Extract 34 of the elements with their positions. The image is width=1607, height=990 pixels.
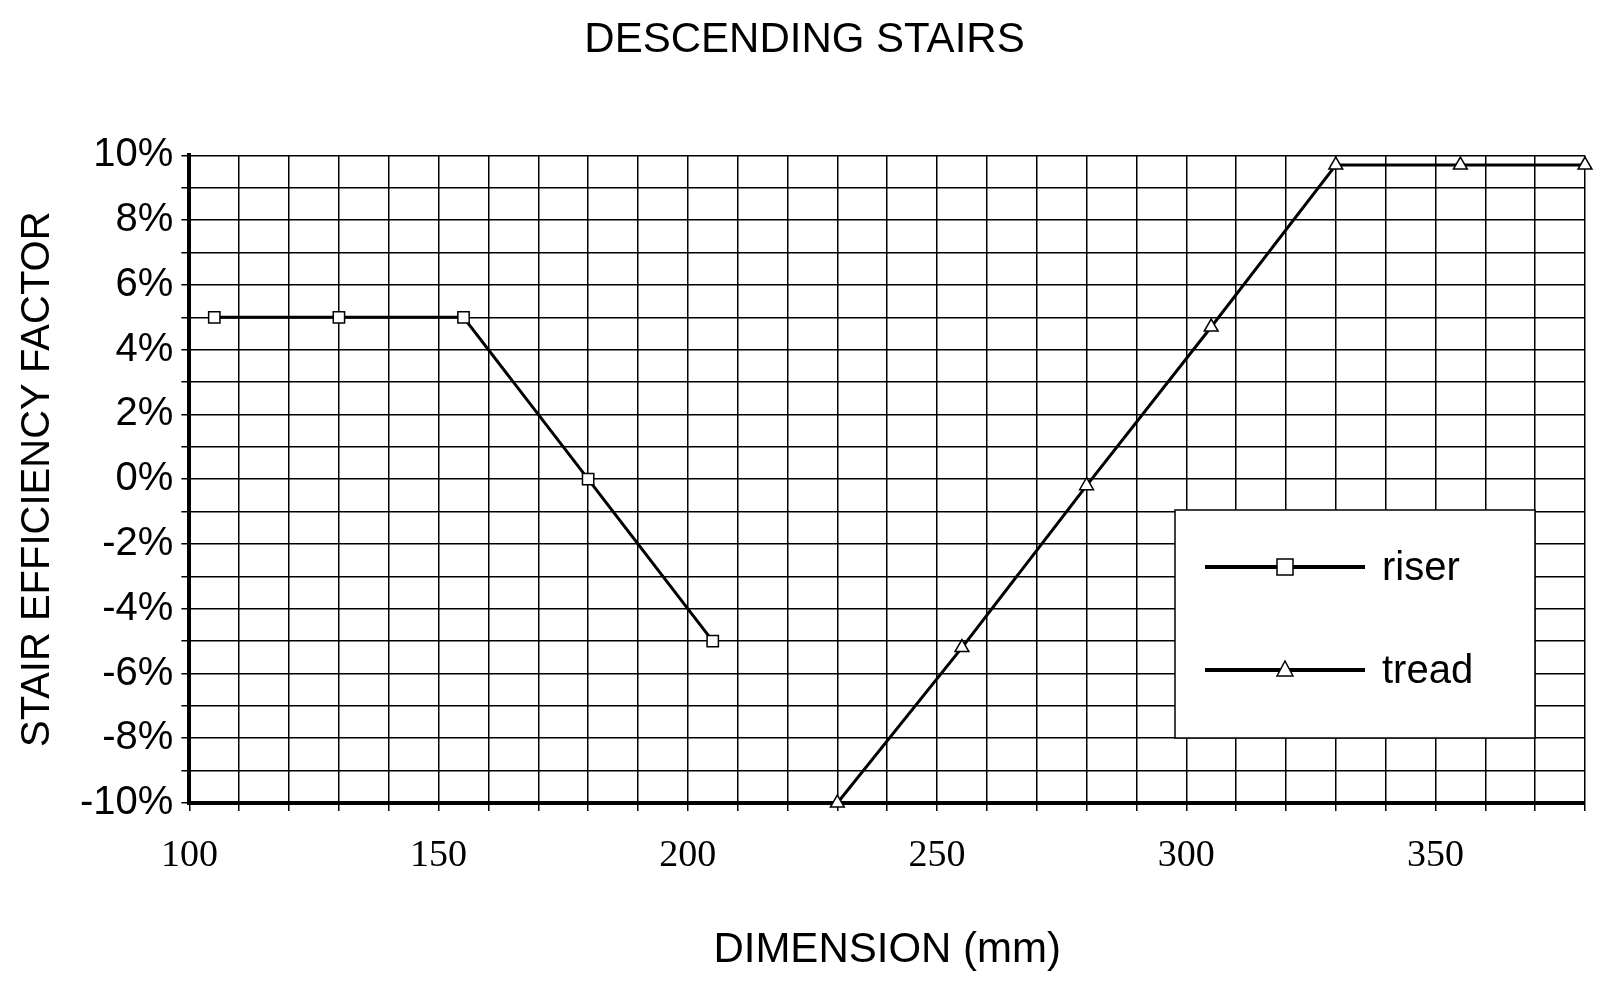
x-tick-label: 250	[908, 831, 966, 874]
y-tick-label: -8%	[102, 713, 174, 758]
point	[829, 794, 846, 808]
x-tick-label: 100	[160, 831, 218, 874]
x-axis-title: DIMENSION (mm)	[713, 924, 1062, 972]
point	[1078, 476, 1095, 491]
y-tick-label: -4%	[102, 583, 174, 628]
chart-title: DESCENDING STAIRS	[584, 13, 1025, 61]
y-tick-label: 10%	[93, 130, 174, 175]
point	[207, 310, 221, 324]
x-tick-label: 300	[1157, 831, 1215, 874]
y-axis-title: STAIR EFFICIENCY FACTOR	[13, 211, 58, 748]
x-tick-label: 150	[410, 831, 468, 874]
y-tick-label: 6%	[115, 259, 174, 304]
y-tick-label: -6%	[102, 648, 174, 693]
y-tick-label: -2%	[102, 518, 174, 563]
point	[1328, 156, 1344, 170]
point	[581, 472, 595, 486]
point	[1577, 156, 1593, 170]
point	[1203, 318, 1219, 332]
y-tick-label: 2%	[115, 389, 174, 434]
y-tick-label: 0%	[115, 454, 174, 499]
legend-label: riser	[1382, 544, 1460, 589]
point	[706, 634, 720, 648]
point	[1452, 156, 1469, 170]
point	[332, 310, 346, 324]
y-tick-label: 8%	[115, 195, 174, 240]
point	[457, 310, 470, 324]
y-tick-label: -10%	[79, 778, 174, 823]
x-tick-label: 200	[659, 831, 717, 874]
legend-label: tread	[1382, 647, 1474, 692]
point	[954, 638, 970, 653]
x-tick-label: 350	[1406, 831, 1464, 874]
y-tick-label: 4%	[115, 324, 174, 369]
